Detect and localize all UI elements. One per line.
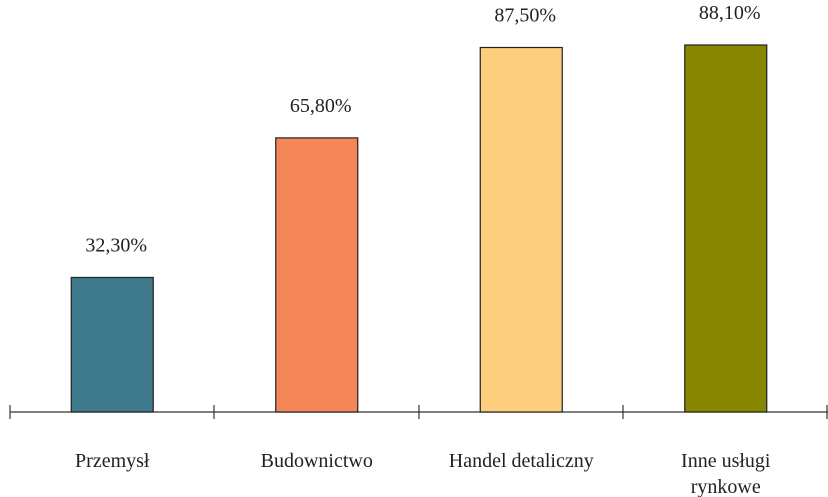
- bar: [275, 137, 359, 413]
- bar: [684, 44, 768, 413]
- x-tick-label: Handel detaliczny: [448, 450, 594, 472]
- value-label: 32,30%: [85, 234, 147, 256]
- bar: [479, 46, 563, 413]
- x-tick-label: Przemysł: [75, 450, 150, 472]
- value-label: 65,80%: [290, 95, 352, 117]
- value-label: 87,50%: [494, 4, 556, 26]
- x-tick-label: Inne usługi rynkowe: [681, 450, 771, 497]
- x-tick-label: Budownictwo: [260, 450, 373, 472]
- value-label: 88,10%: [699, 2, 761, 24]
- bar: [70, 276, 154, 413]
